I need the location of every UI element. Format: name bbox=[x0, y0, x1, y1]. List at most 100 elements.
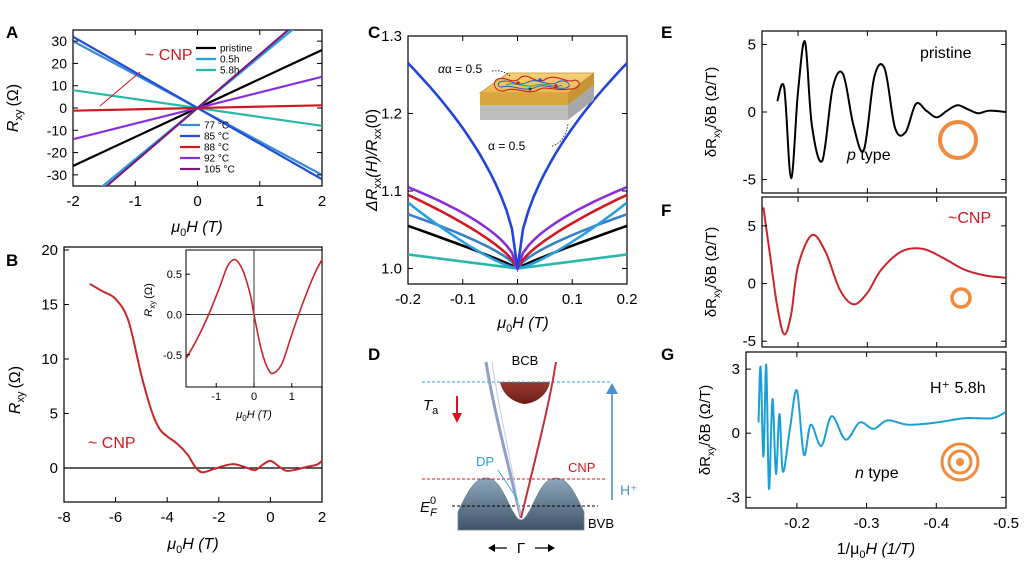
panel-e-xticks bbox=[797, 31, 1007, 193]
panel-b-yticks: 20 15 10 5 0 bbox=[41, 242, 69, 477]
svg-text:Rxy(Ω): Rxy(Ω) bbox=[5, 84, 25, 132]
ef0-label: E0 F bbox=[420, 495, 438, 519]
panel-f-ylabel: δRxy/δB (Ω/T) bbox=[703, 227, 723, 317]
panel-c-plot bbox=[408, 62, 627, 273]
y-tick-label: -30 bbox=[47, 167, 67, 183]
panel-g-xlabel: 1/μ0H (1/T) bbox=[837, 541, 915, 561]
panel-label-b: B bbox=[6, 251, 18, 270]
dirac-cone-right-branch bbox=[520, 361, 557, 519]
y-tick-label: 3 bbox=[732, 361, 740, 378]
panel-a-plot bbox=[73, 30, 322, 186]
svg-text:Rxy(Ω): Rxy(Ω) bbox=[143, 283, 157, 317]
panel-label-e: E bbox=[661, 23, 672, 42]
y-tick-label: 1.2 bbox=[381, 106, 402, 123]
bvb-label: BVB bbox=[588, 516, 614, 531]
fermi-surface-icon bbox=[940, 442, 980, 482]
dot bbox=[516, 81, 520, 85]
panel-g-frame bbox=[745, 351, 1007, 509]
y-tick-label: 1.0 bbox=[381, 261, 402, 278]
y-tick-label: 1.1 bbox=[381, 183, 402, 200]
panel-a-xticks: -2 -1 0 1 2 bbox=[66, 30, 326, 210]
dot bbox=[538, 78, 542, 82]
dot bbox=[554, 84, 558, 88]
x-tick-label: 0.2 bbox=[617, 291, 638, 308]
legend-label: 77 °C bbox=[204, 121, 229, 132]
ta-label: Ta bbox=[423, 397, 439, 417]
panel-g-title: H⁺ 5.8h bbox=[930, 380, 986, 397]
panel-e-yticks: 5 0 -5 bbox=[743, 37, 1006, 189]
series-line-rxy bbox=[89, 282, 323, 474]
y-tick-label: 30 bbox=[51, 33, 67, 49]
cnp-label: CNP bbox=[568, 460, 595, 475]
panel-e-type: p type bbox=[846, 147, 891, 164]
panel-e-ylabel: δRxy/δB (Ω/T) bbox=[703, 67, 723, 157]
y-tick-label: 0 bbox=[732, 425, 740, 442]
panel-b-ylabel: Rxy(Ω) bbox=[7, 366, 27, 414]
dirac-cone-left-highlight bbox=[491, 361, 522, 519]
series-line-blue-top bbox=[408, 62, 627, 269]
inset-series-line bbox=[185, 258, 323, 375]
legend-label: 0.5h bbox=[220, 55, 239, 66]
fermi-surface-icon bbox=[956, 458, 964, 466]
panel-g: G 3 0 -3 -0.2 -0.3 -0.4 -0.5 H⁺ 5.8h n type δ… bbox=[661, 345, 1019, 561]
panel-a-cnp-annotation: ~ CNP bbox=[145, 47, 193, 64]
dirac-cone-left-branch bbox=[484, 361, 523, 519]
panel-label-c: C bbox=[368, 23, 380, 42]
svg-text:δRxy/δB (Ω/T): δRxy/δB (Ω/T) bbox=[697, 385, 717, 475]
bcb-band bbox=[500, 382, 550, 404]
x-tick-label: 1 bbox=[256, 193, 264, 210]
h-plus-arrow-head bbox=[606, 383, 618, 394]
panel-e: E 5 0 -5 pristine p type δRxy/δB (Ω/T) bbox=[661, 23, 1007, 194]
bvb-band bbox=[457, 477, 585, 531]
x-tick-label: -4 bbox=[161, 509, 174, 526]
fermi-surface-icon bbox=[950, 287, 972, 309]
panel-label-f: F bbox=[661, 201, 671, 220]
y-tick-label: 5 bbox=[748, 37, 756, 54]
y-tick-label: 20 bbox=[51, 55, 67, 71]
panel-g-type: n type bbox=[855, 465, 899, 482]
series-line-dRdB bbox=[757, 363, 1006, 490]
svg-text:Rxy(Ω): Rxy(Ω) bbox=[7, 366, 27, 414]
legend-label: 5.8h bbox=[220, 66, 239, 77]
panel-f-frame bbox=[761, 196, 1007, 348]
slab-front-grey bbox=[480, 105, 568, 120]
panel-g-yticks: 3 0 -3 bbox=[727, 361, 1006, 506]
y-tick-label: -10 bbox=[47, 122, 67, 138]
y-tick-label: 0 bbox=[50, 460, 58, 477]
fermi-surface-icon bbox=[947, 449, 973, 475]
y-tick-label: -20 bbox=[47, 145, 67, 161]
y-tick-label: 20 bbox=[41, 242, 58, 259]
x-tick-label: 0.0 bbox=[507, 291, 528, 308]
x-tick-label: -2 bbox=[212, 509, 225, 526]
y-tick-label: 5 bbox=[748, 218, 756, 235]
legend-label: pristine bbox=[220, 44, 253, 55]
panel-e-title: pristine bbox=[920, 45, 972, 62]
x-tick-label: -0.3 bbox=[854, 515, 880, 532]
x-tick-label: -0.1 bbox=[450, 291, 476, 308]
dp-label: DP bbox=[476, 454, 494, 469]
y-tick-label: 0 bbox=[748, 104, 756, 121]
inset-x-tick-label: 0 bbox=[251, 391, 257, 403]
panel-b-xticks: -8 -6 -4 -2 0 2 bbox=[57, 497, 326, 526]
h-plus-label: H⁺ bbox=[620, 482, 638, 498]
panel-c: C -0.2 -0.1 0.0 0.1 0.2 1.3 1.2 1.1 1.0 ΔRxx(H)… bbox=[364, 23, 637, 335]
edge-state-loop-red bbox=[493, 75, 580, 93]
series-line-dRdB bbox=[762, 207, 1006, 336]
x-tick-label: 0 bbox=[193, 193, 201, 210]
series-line-dRdB bbox=[776, 40, 1006, 180]
inset-y-tick-label: 0.0 bbox=[167, 309, 182, 321]
panel-a-ylabel: Rxy(Ω) bbox=[5, 84, 25, 132]
dp-pointer bbox=[497, 469, 519, 501]
fermi-surface-icon bbox=[938, 120, 978, 160]
y-tick-label: 10 bbox=[51, 78, 67, 94]
svg-text:δRxy/δB (Ω/T): δRxy/δB (Ω/T) bbox=[703, 227, 723, 317]
panel-b-inset-ylabel: Rxy(Ω) bbox=[143, 283, 157, 317]
panel-f-plot bbox=[762, 207, 1006, 336]
panel-g-ylabel: δRxy/δB (Ω/T) bbox=[697, 385, 717, 475]
inset-x-tick-label: -1 bbox=[211, 391, 221, 403]
dot bbox=[528, 87, 532, 91]
gamma-label: Γ bbox=[517, 540, 525, 557]
ta-arrow-head bbox=[452, 413, 462, 423]
